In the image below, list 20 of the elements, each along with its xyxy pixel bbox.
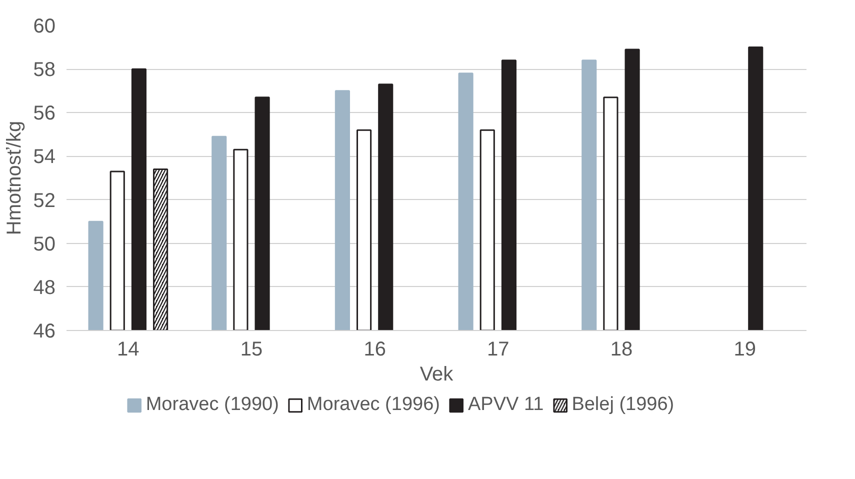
x-tick-label: 15 — [240, 338, 263, 360]
y-axis-title: Hmotnosť/kg — [3, 120, 26, 236]
y-tick-label: 46 — [33, 320, 56, 342]
legend-label: Belej (1996) — [572, 394, 674, 416]
y-tick-label: 58 — [33, 59, 56, 82]
x-axis-title: Vek — [420, 364, 454, 386]
x-tick-label: 18 — [610, 338, 633, 360]
x-tick-label: 19 — [734, 338, 756, 360]
y-tick-label: 50 — [33, 233, 56, 256]
x-tick-label: 16 — [364, 338, 386, 360]
y-tick-label: 48 — [33, 276, 56, 299]
y-tick-label: 54 — [33, 146, 56, 168]
legend-label: APVV 11 — [468, 394, 544, 416]
y-tick-label: 52 — [33, 190, 56, 212]
legend-label: Moravec (1996) — [306, 394, 440, 416]
legend-label: Moravec (1990) — [146, 394, 279, 416]
x-tick-label: 14 — [117, 338, 140, 360]
y-tick-label: 56 — [33, 102, 56, 125]
x-tick-label: 17 — [487, 338, 510, 360]
y-tick-label: 60 — [33, 16, 56, 38]
